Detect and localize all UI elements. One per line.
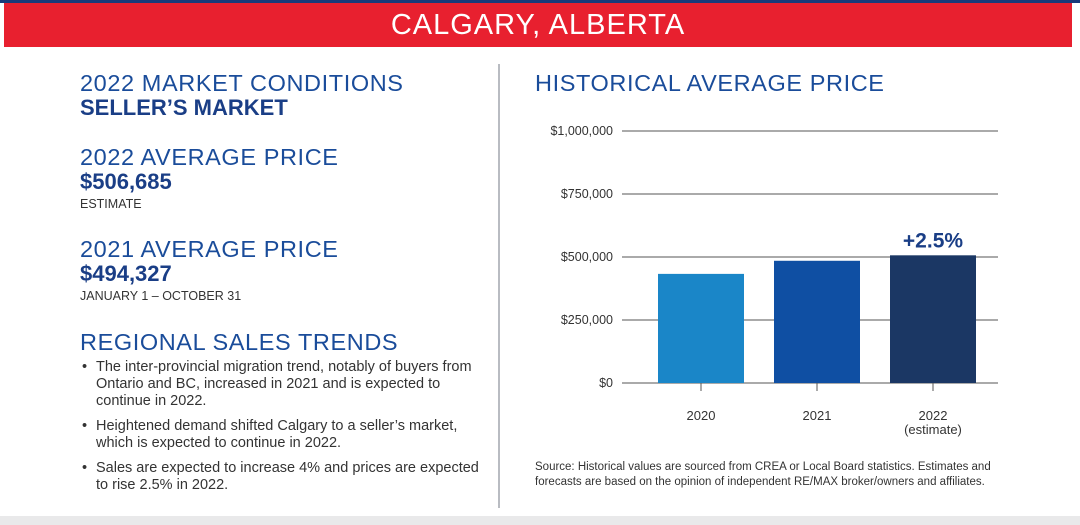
y-tick-label: $750,000 bbox=[561, 187, 613, 201]
y-tick-label: $1,000,000 bbox=[550, 124, 613, 138]
x-tick-label: 2022 bbox=[919, 408, 948, 423]
avg-2022-heading: 2022 AVERAGE PRICE bbox=[80, 144, 339, 170]
section-divider bbox=[498, 64, 500, 508]
bar-annotation: +2.5% bbox=[903, 229, 963, 252]
y-tick-label: $250,000 bbox=[561, 313, 613, 327]
bottom-strip bbox=[0, 516, 1080, 525]
trend-text: The inter-provincial migration trend, no… bbox=[96, 359, 472, 409]
sales-trends-list: • The inter-provincial migration trend, n… bbox=[80, 359, 490, 502]
list-item: • Heightened demand shifted Calgary to a … bbox=[80, 418, 490, 452]
x-tick-label: 2021 bbox=[803, 408, 832, 423]
source-note: Source: Historical values are sourced fr… bbox=[535, 461, 991, 488]
bar-2022 bbox=[890, 255, 976, 383]
banner-title: CALGARY, ALBERTA bbox=[390, 8, 686, 41]
city-banner: CALGARY, ALBERTA bbox=[4, 3, 1072, 47]
bullet-icon: • bbox=[82, 359, 88, 375]
bar-2020 bbox=[658, 273, 744, 383]
y-tick-label: $500,000 bbox=[561, 250, 613, 264]
sales-trends-heading: REGIONAL SALES TRENDS bbox=[80, 329, 399, 355]
avg-2022-note: ESTIMATE bbox=[80, 197, 142, 211]
trend-text: Heightened demand shifted Calgary to a s… bbox=[96, 418, 458, 451]
y-tick-label: $0 bbox=[599, 376, 613, 390]
avg-2021-value: $494,327 bbox=[80, 261, 172, 286]
market-conditions-value: SELLER’S MARKET bbox=[80, 95, 288, 120]
avg-2021-note: JANUARY 1 – OCTOBER 31 bbox=[80, 289, 242, 303]
bullet-icon: • bbox=[82, 418, 88, 434]
bar-2021 bbox=[774, 260, 860, 383]
x-tick-sublabel: (estimate) bbox=[904, 422, 962, 437]
bullet-icon: • bbox=[82, 460, 88, 476]
list-item: • Sales are expected to increase 4% and p… bbox=[80, 460, 490, 494]
avg-2021-heading: 2021 AVERAGE PRICE bbox=[80, 236, 339, 262]
price-bar-chart: $0 $250,000 $500,000 $750,000 $1,000,000 2020… bbox=[550, 124, 998, 437]
trend-text: Sales are expected to increase 4% and pr… bbox=[96, 460, 479, 493]
x-tick-label: 2020 bbox=[687, 408, 716, 423]
avg-2022-value: $506,685 bbox=[80, 169, 172, 194]
list-item: • The inter-provincial migration trend, n… bbox=[80, 359, 490, 410]
top-accent-line bbox=[0, 0, 1080, 3]
market-conditions-heading: 2022 MARKET CONDITIONS bbox=[80, 70, 404, 96]
chart-title: HISTORICAL AVERAGE PRICE bbox=[535, 70, 885, 96]
